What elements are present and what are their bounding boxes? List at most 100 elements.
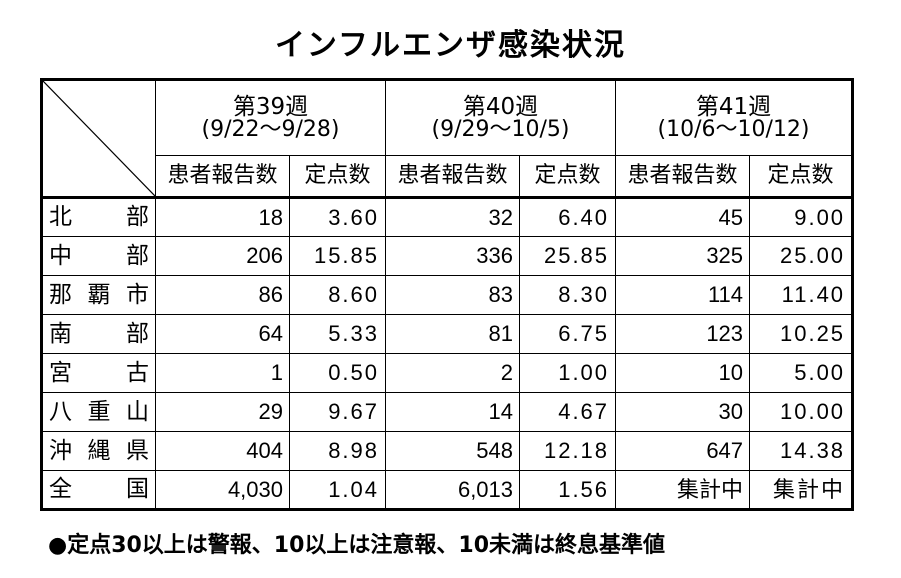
region-char: 宮 — [49, 359, 72, 386]
patients-value: 14 — [385, 392, 521, 432]
diagonal-line-icon — [43, 81, 155, 196]
sentinel-value: 5.00 — [749, 353, 855, 393]
sentinel-value: 5.33 — [288, 314, 387, 354]
table-row: 南部 64 5.33 81 6.75 123 10.25 — [40, 314, 855, 354]
sentinel-value: 11.40 — [749, 275, 855, 315]
region-cell: 沖縄県 — [40, 431, 156, 471]
patients-value: 集計中 — [615, 470, 751, 511]
sentinel-value: 集計中 — [749, 470, 855, 511]
patients-value: 10 — [615, 353, 751, 393]
region-char: 山 — [126, 398, 149, 425]
table-row: 全国 4,030 1.04 6,013 1.56 集計中 集計中 — [40, 470, 855, 511]
page-title: インフルエンザ感染状況 — [274, 28, 627, 63]
sentinel-value: 1.56 — [519, 470, 617, 511]
patients-value: 6,013 — [385, 470, 521, 511]
region-cell: 中部 — [40, 236, 156, 276]
region-char: 那 — [49, 281, 72, 308]
region-char: 沖 — [49, 437, 72, 464]
week-label: 第41週 — [695, 93, 772, 120]
table-row: 八重山 29 9.67 14 4.67 30 10.00 — [40, 392, 855, 432]
patients-value: 4,030 — [155, 470, 290, 511]
table-body: 北部 18 3.60 32 6.40 45 9.00 中部 206 15.85 336 25.85 32… — [40, 196, 855, 511]
patients-value: 325 — [615, 236, 751, 276]
region-char: 覇 — [87, 281, 111, 308]
sentinel-value: 8.30 — [519, 275, 617, 315]
region-char: 重 — [87, 398, 111, 425]
region-char: 部 — [126, 242, 149, 269]
region-cell: 那覇市 — [40, 275, 156, 315]
column-header-sentinel: 定点数 — [288, 155, 387, 198]
week-label: 第40週 — [462, 93, 539, 120]
week-header-39: 第39週 (9/22～9/28) — [154, 78, 387, 156]
region-char: 市 — [126, 281, 149, 308]
column-header-patients: 患者報告数 — [615, 155, 751, 198]
region-char: 県 — [126, 437, 149, 464]
week-label: 第39週 — [232, 93, 309, 120]
table-corner-cell — [40, 78, 156, 198]
week-range: (9/29～10/5) — [431, 116, 570, 142]
patients-value: 206 — [155, 236, 290, 276]
footnote: ●定点30以上は警報、10以上は注意報、10未満は終息基準値 — [48, 533, 666, 558]
patients-value: 81 — [385, 314, 521, 354]
region-char: 部 — [126, 320, 149, 347]
region-cell: 全国 — [40, 470, 156, 511]
column-header-sentinel: 定点数 — [519, 155, 617, 198]
table-row: 宮古 1 0.50 2 1.00 10 5.00 — [40, 353, 855, 393]
patients-value: 45 — [615, 196, 751, 237]
patients-value: 86 — [155, 275, 290, 315]
sentinel-value: 25.85 — [519, 236, 617, 276]
influenza-table: 第39週 (9/22～9/28) 第40週 (9/29～10/5) 第41週 (… — [40, 78, 855, 511]
week-header-40: 第40週 (9/29～10/5) — [385, 78, 617, 156]
region-char: 全 — [49, 476, 72, 502]
patients-value: 64 — [155, 314, 290, 354]
sentinel-value: 14.38 — [749, 431, 855, 471]
region-cell: 北部 — [40, 196, 156, 237]
region-char: 八 — [49, 398, 72, 425]
sentinel-value: 3.60 — [288, 196, 387, 237]
sentinel-value: 1.04 — [288, 470, 387, 511]
patients-value: 647 — [615, 431, 751, 471]
sentinel-value: 9.00 — [749, 196, 855, 237]
column-header-patients: 患者報告数 — [155, 155, 290, 198]
table-row: 沖縄県 404 8.98 548 12.18 647 14.38 — [40, 431, 855, 471]
sentinel-value: 8.60 — [288, 275, 387, 315]
region-char: 縄 — [87, 437, 111, 464]
patients-value: 32 — [385, 196, 521, 237]
table-row: 那覇市 86 8.60 83 8.30 114 11.40 — [40, 275, 855, 315]
region-char: 国 — [126, 476, 149, 502]
column-header-patients: 患者報告数 — [385, 155, 521, 198]
region-char: 中 — [49, 242, 72, 269]
patients-value: 114 — [615, 275, 751, 315]
patients-value: 30 — [615, 392, 751, 432]
sentinel-value: 6.40 — [519, 196, 617, 237]
week-header-41: 第41週 (10/6～10/12) — [615, 78, 855, 156]
region-char: 古 — [126, 359, 149, 386]
sentinel-value: 8.98 — [288, 431, 387, 471]
patients-value: 548 — [385, 431, 521, 471]
patients-value: 29 — [155, 392, 290, 432]
region-char: 南 — [49, 320, 72, 347]
table-row: 中部 206 15.85 336 25.85 325 25.00 — [40, 236, 855, 276]
sentinel-value: 4.67 — [519, 392, 617, 432]
sentinel-value: 10.25 — [749, 314, 855, 354]
sentinel-value: 15.85 — [288, 236, 387, 276]
sentinel-value: 1.00 — [519, 353, 617, 393]
sentinel-value: 6.75 — [519, 314, 617, 354]
region-cell: 宮古 — [40, 353, 156, 393]
column-header-sentinel: 定点数 — [749, 155, 855, 198]
patients-value: 18 — [155, 196, 290, 237]
sentinel-value: 10.00 — [749, 392, 855, 432]
table-row: 北部 18 3.60 32 6.40 45 9.00 — [40, 196, 855, 237]
region-char: 北 — [49, 204, 72, 230]
sentinel-value: 9.67 — [288, 392, 387, 432]
region-cell: 八重山 — [40, 392, 156, 432]
week-range: (9/22～9/28) — [201, 116, 340, 142]
patients-value: 1 — [155, 353, 290, 393]
sentinel-value: 0.50 — [288, 353, 387, 393]
region-cell: 南部 — [40, 314, 156, 354]
patients-value: 83 — [385, 275, 521, 315]
sentinel-value: 25.00 — [749, 236, 855, 276]
patients-value: 336 — [385, 236, 521, 276]
patients-value: 404 — [155, 431, 290, 471]
week-range: (10/6～10/12) — [657, 116, 810, 142]
